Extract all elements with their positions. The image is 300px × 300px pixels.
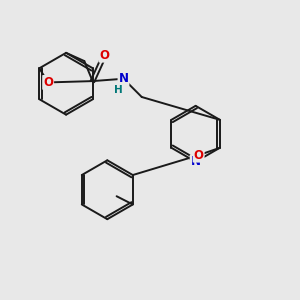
Text: N: N	[118, 72, 128, 85]
Text: O: O	[194, 149, 204, 162]
Text: O: O	[43, 76, 53, 89]
Text: O: O	[99, 49, 110, 62]
Text: H: H	[114, 85, 123, 95]
Text: N: N	[190, 155, 201, 168]
